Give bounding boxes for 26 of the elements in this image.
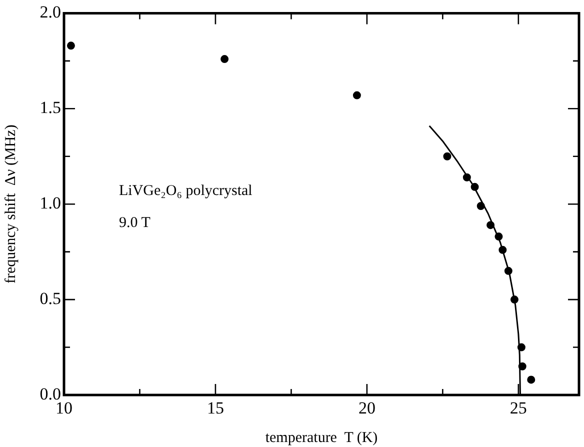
point (510, 296, 518, 304)
x-axis-title: temperature T (K) (265, 430, 378, 446)
point (504, 266, 512, 275)
point (66, 42, 75, 50)
point (518, 362, 526, 370)
annotation: LiVGe₂O₆ polycrystal (119, 183, 252, 200)
point (443, 152, 452, 160)
x-tick-label: 20 (358, 398, 376, 418)
y-axis-title: frequency shift Δν (MHz) (2, 124, 19, 284)
point (462, 173, 471, 182)
point (517, 343, 526, 352)
point (476, 202, 485, 210)
point (470, 182, 479, 191)
point (352, 91, 361, 100)
point (498, 246, 507, 254)
annotation: 9.0 T (119, 215, 150, 232)
y-tick-label: 2.0 (40, 2, 61, 22)
x-tick-label: 25 (510, 398, 527, 418)
point (494, 232, 503, 241)
x-tick-label: 15 (206, 398, 224, 418)
point (527, 376, 536, 384)
point (486, 221, 495, 230)
y-tick-label: 1.0 (40, 194, 61, 213)
y-tick-label: 0.5 (40, 289, 61, 308)
point (220, 55, 229, 64)
y-tick-label: 1.5 (40, 98, 61, 118)
